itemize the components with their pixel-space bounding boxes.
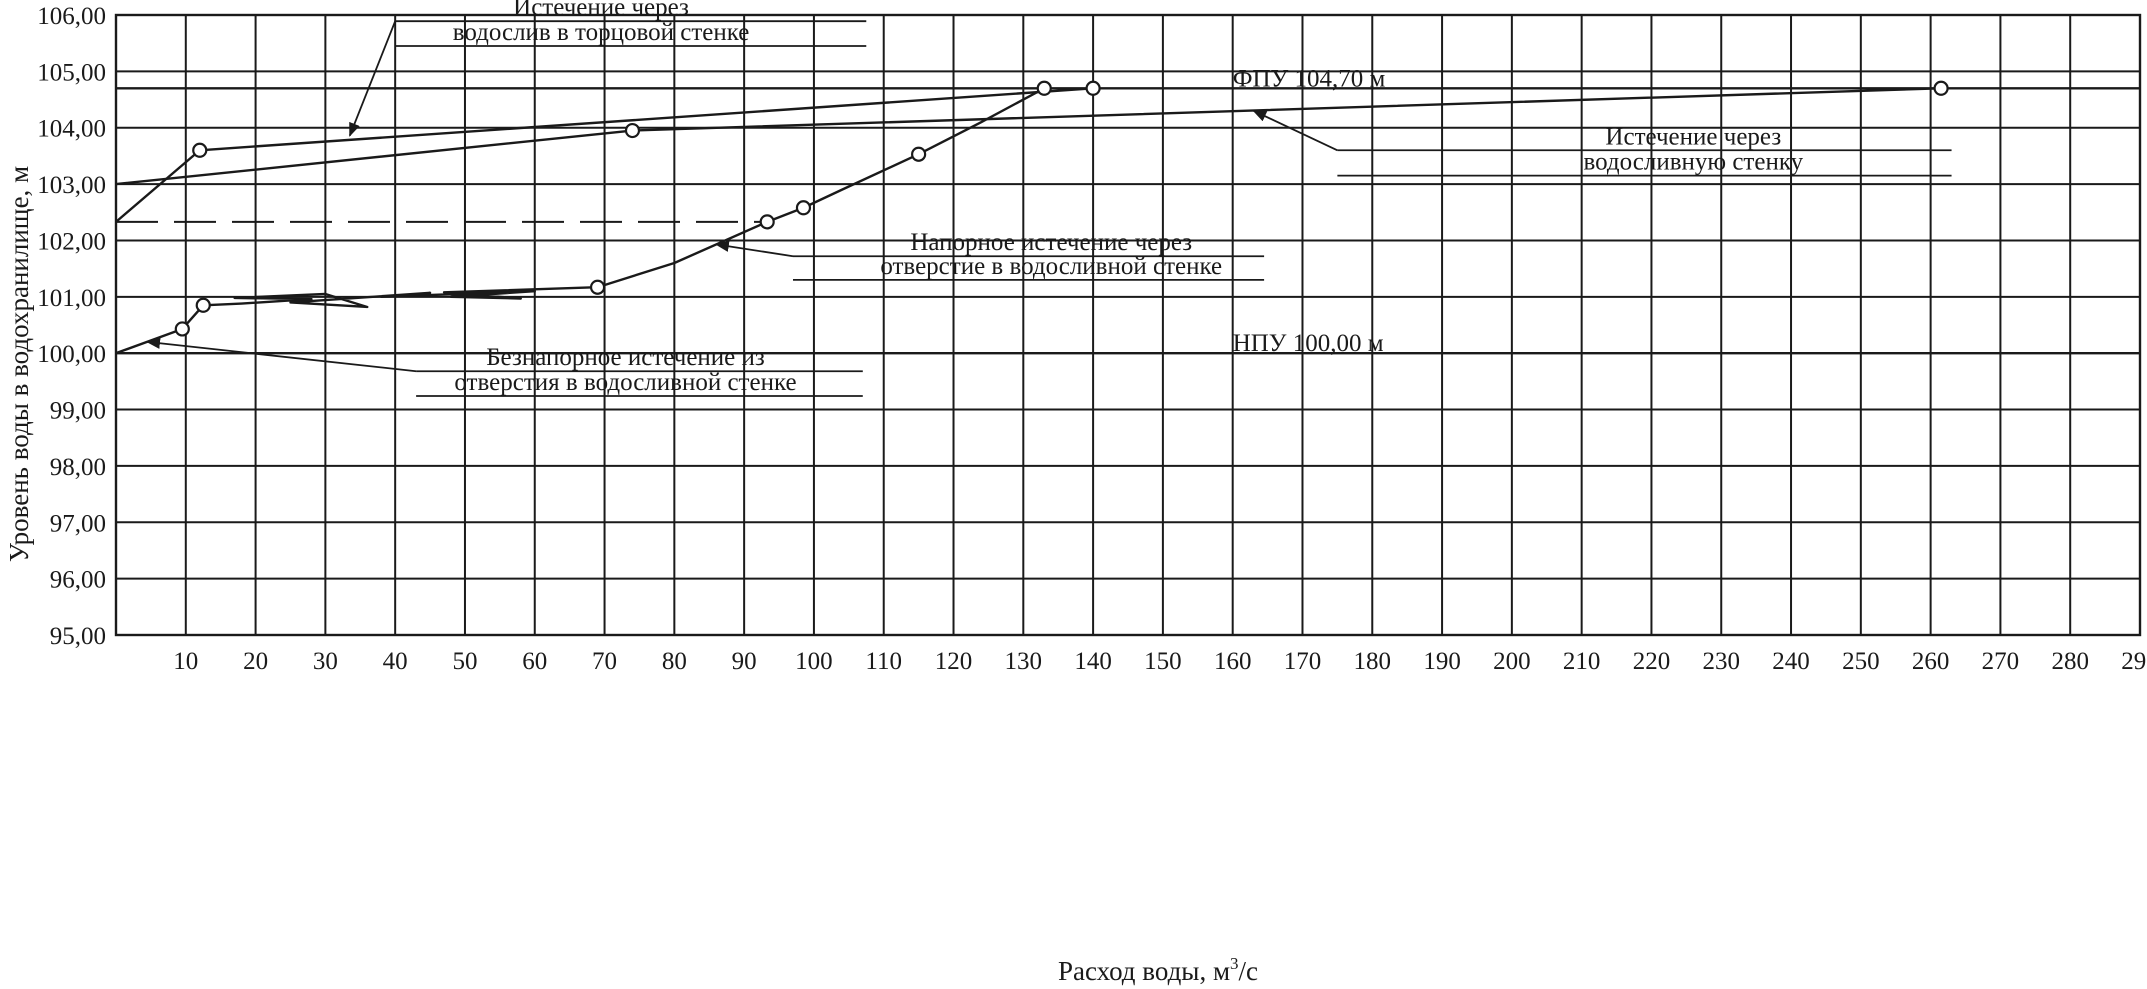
data-point-marker xyxy=(759,214,775,230)
x-tick-label: 190 xyxy=(1423,648,1461,675)
y-tick-label: 101,00 xyxy=(37,285,106,312)
annot-torcovaya-text: водослив в торцовой стенке xyxy=(453,19,750,46)
x-tick-label: 200 xyxy=(1493,648,1531,675)
y-tick-label: 103,00 xyxy=(37,172,106,199)
y-tick-label: 104,00 xyxy=(37,116,106,143)
x-tick-label: 130 xyxy=(1005,648,1043,675)
y-tick-label: 98,00 xyxy=(50,454,106,481)
x-tick-label: 80 xyxy=(662,648,687,675)
data-point-marker xyxy=(1036,80,1052,96)
x-tick-label: 20 xyxy=(243,648,268,675)
data-point-marker xyxy=(174,321,190,337)
annot-beznapornoe-text: Безнапорное истечение из xyxy=(486,344,765,371)
y-tick-label: 102,00 xyxy=(37,228,106,255)
x-tick-label: 70 xyxy=(592,648,617,675)
x-tick-label: 140 xyxy=(1074,648,1112,675)
reference-lines: ФПУ 104,70 м НПУ 100,00 м xyxy=(116,65,2140,357)
y-tick-label: 105,00 xyxy=(37,59,106,86)
x-tick-label: 110 xyxy=(865,648,902,675)
x-tick-label: 100 xyxy=(795,648,833,675)
y-axis-title: Уровень воды в водохранилище, м xyxy=(4,166,34,562)
plot-frame xyxy=(114,13,2142,637)
series-napornoe xyxy=(597,87,1045,289)
y-tick-label: 100,00 xyxy=(37,341,106,368)
annot-napornoe-text: отверстие в водосливной стенке xyxy=(880,253,1222,280)
data-point-marker xyxy=(795,200,812,216)
x-tick-label: 220 xyxy=(1633,648,1671,675)
annot-torcovaya-leader xyxy=(348,20,397,137)
x-tick-label: 10 xyxy=(173,648,198,675)
annot-napornoe-text: Напорное истечение через xyxy=(910,229,1192,256)
x-tick-label: 160 xyxy=(1214,648,1252,675)
fpu-line-label: ФПУ 104,70 м xyxy=(1233,65,1386,92)
x-axis-title-sup: 3 xyxy=(1230,954,1239,973)
x-tick-label: 60 xyxy=(522,648,547,675)
x-tick-label: 40 xyxy=(383,648,408,675)
x-tick-label: 260 xyxy=(1912,648,1950,675)
x-tick-label: 290 xyxy=(2121,648,2147,675)
x-tick-label: 280 xyxy=(2051,648,2089,675)
y-tick-label: 97,00 xyxy=(50,510,106,537)
annot-beznapornoe-leader xyxy=(146,337,417,373)
x-tick-label: 170 xyxy=(1284,648,1322,675)
data-point-marker xyxy=(1085,80,1101,96)
data-point-marker xyxy=(911,146,927,162)
data-point-marker xyxy=(589,279,606,295)
data-point-marker xyxy=(624,122,641,139)
tick-labels: 10 20 30 40 50 60 70 80 90 100 110 120 130 140 150 160 1… xyxy=(37,3,2147,675)
x-tick-label: 210 xyxy=(1563,648,1601,675)
y-tick-label: 96,00 xyxy=(50,567,106,594)
x-tick-label: 180 xyxy=(1354,648,1392,675)
x-axis-title-main: Расход воды, м xyxy=(1058,956,1230,986)
grid xyxy=(114,13,2142,637)
data-markers xyxy=(174,80,1949,337)
x-tick-label: 50 xyxy=(452,648,477,675)
annot-napornoe-leader xyxy=(714,240,794,258)
annot-beznapornoe-text: отверстия в водосливной стенке xyxy=(454,369,796,396)
x-tick-label: 90 xyxy=(732,648,757,675)
annot-vodoslivnaya-leader xyxy=(1252,110,1338,152)
data-point-marker xyxy=(195,297,211,313)
x-tick-label: 150 xyxy=(1144,648,1182,675)
x-tick-label: 270 xyxy=(1982,648,2020,675)
annot-torcovaya-text: Истечение через xyxy=(513,0,689,21)
x-tick-label: 30 xyxy=(313,648,338,675)
y-tick-label: 95,00 xyxy=(50,623,106,650)
x-tick-label: 250 xyxy=(1842,648,1880,675)
y-tick-label: 106,00 xyxy=(37,3,106,30)
x-tick-label: 120 xyxy=(935,648,973,675)
data-point-marker xyxy=(192,142,208,158)
npu-line-label: НПУ 100,00 м xyxy=(1233,330,1384,357)
x-tick-label: 240 xyxy=(1772,648,1810,675)
annot-vodoslivnaya-text: Истечение через xyxy=(1605,123,1781,150)
x-tick-label: 230 xyxy=(1702,648,1740,675)
x-axis-title-tail: /с xyxy=(1239,956,1259,986)
series-transition-scribble xyxy=(203,286,598,309)
y-tick-label: 99,00 xyxy=(50,398,106,425)
annot-vodoslivnaya-text: водосливную стенку xyxy=(1584,149,1804,176)
x-axis-title: Расход воды, м3/с xyxy=(1058,954,1258,986)
data-point-marker xyxy=(1933,80,1949,96)
